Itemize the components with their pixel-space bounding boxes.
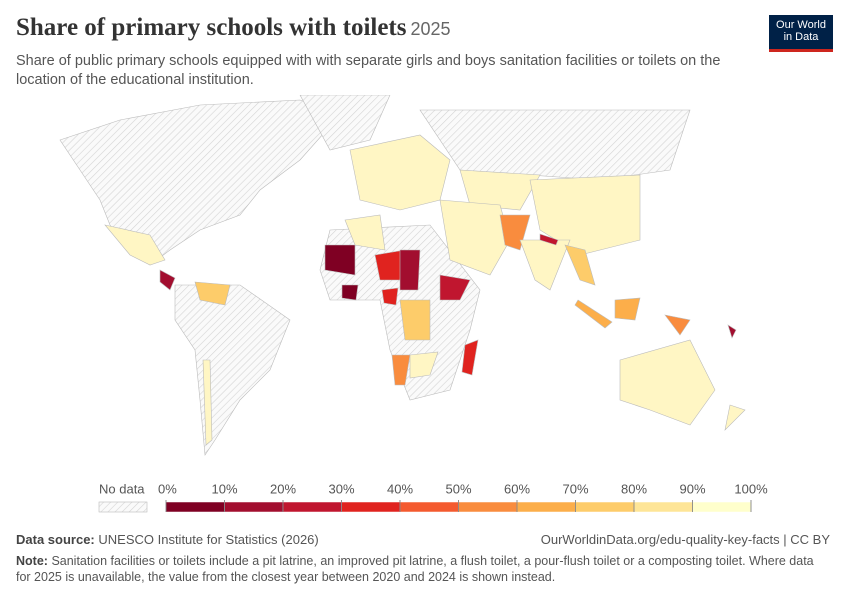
region <box>574 299 613 329</box>
region <box>319 224 481 401</box>
region <box>299 95 391 151</box>
legend-bin <box>282 501 342 513</box>
region <box>539 233 559 246</box>
region <box>409 351 439 379</box>
source: Data source: UNESCO Institute for Statis… <box>16 532 319 547</box>
region <box>104 224 166 266</box>
note-text: Sanitation facilities or toilets include… <box>16 554 814 584</box>
region <box>399 299 431 341</box>
legend-bin <box>399 501 459 513</box>
region <box>614 297 641 321</box>
region <box>159 269 176 291</box>
url[interactable]: OurWorldinData.org/edu-quality-key-facts… <box>540 532 830 547</box>
region <box>439 274 471 301</box>
region <box>619 339 716 426</box>
logo-line: in Data <box>783 31 819 43</box>
legend-tick-label: 90% <box>679 481 705 496</box>
region <box>341 284 359 301</box>
title-block: Share of primary schools with toilets 202… <box>16 14 451 42</box>
legend-bin <box>165 501 225 513</box>
no-data-label: No data <box>99 481 145 496</box>
note: Note: Sanitation facilities or toilets i… <box>16 553 831 585</box>
region <box>202 359 213 446</box>
legend-tick-label: 100% <box>734 481 768 496</box>
region <box>439 199 511 276</box>
source-label: Data source: <box>16 532 95 547</box>
region <box>59 99 341 266</box>
legend-bin <box>458 501 518 513</box>
source-text: UNESCO Institute for Statistics (2026) <box>98 532 319 547</box>
legend-tick-label: 20% <box>270 481 296 496</box>
region <box>459 169 541 211</box>
legend-tick-label: 10% <box>211 481 237 496</box>
region <box>564 244 596 286</box>
legend-tick-label: 0% <box>158 481 177 496</box>
region <box>194 281 231 306</box>
region <box>344 214 386 251</box>
logo-line: Our World <box>776 19 826 31</box>
legend-tick-label: 70% <box>562 481 588 496</box>
region <box>529 174 641 256</box>
legend-bin <box>341 501 401 513</box>
legend: No data 0% 10% 20% 30% 40% 50% 60% 70% 80% 90% 100… <box>98 481 768 513</box>
legend-bin <box>692 501 752 513</box>
title: Share of primary schools with toilets <box>16 14 407 41</box>
region <box>324 244 356 276</box>
legend-bin <box>516 501 576 513</box>
note-label: Note: <box>16 554 48 568</box>
region <box>399 249 421 291</box>
no-data-swatch <box>98 501 148 513</box>
logo[interactable]: Our World in Data <box>769 15 833 52</box>
region <box>724 404 746 431</box>
region <box>519 239 571 291</box>
region <box>419 109 691 181</box>
region <box>349 134 451 211</box>
year: 2025 <box>410 19 451 39</box>
region <box>174 284 291 456</box>
region <box>391 354 411 386</box>
region <box>727 324 737 339</box>
legend-bin <box>633 501 693 513</box>
legend-tick-label: 60% <box>504 481 530 496</box>
legend-bin <box>224 501 284 513</box>
map <box>59 95 746 456</box>
region <box>664 314 691 336</box>
countries <box>59 95 746 456</box>
legend-bin <box>575 501 635 513</box>
subtitle: Share of public primary schools equipped… <box>16 53 721 88</box>
region <box>461 339 479 376</box>
legend-tick-label: 80% <box>621 481 647 496</box>
legend-tick-label: 40% <box>387 481 413 496</box>
region <box>381 287 399 306</box>
legend-tick-label: 50% <box>445 481 471 496</box>
legend-tick-label: 30% <box>328 481 354 496</box>
